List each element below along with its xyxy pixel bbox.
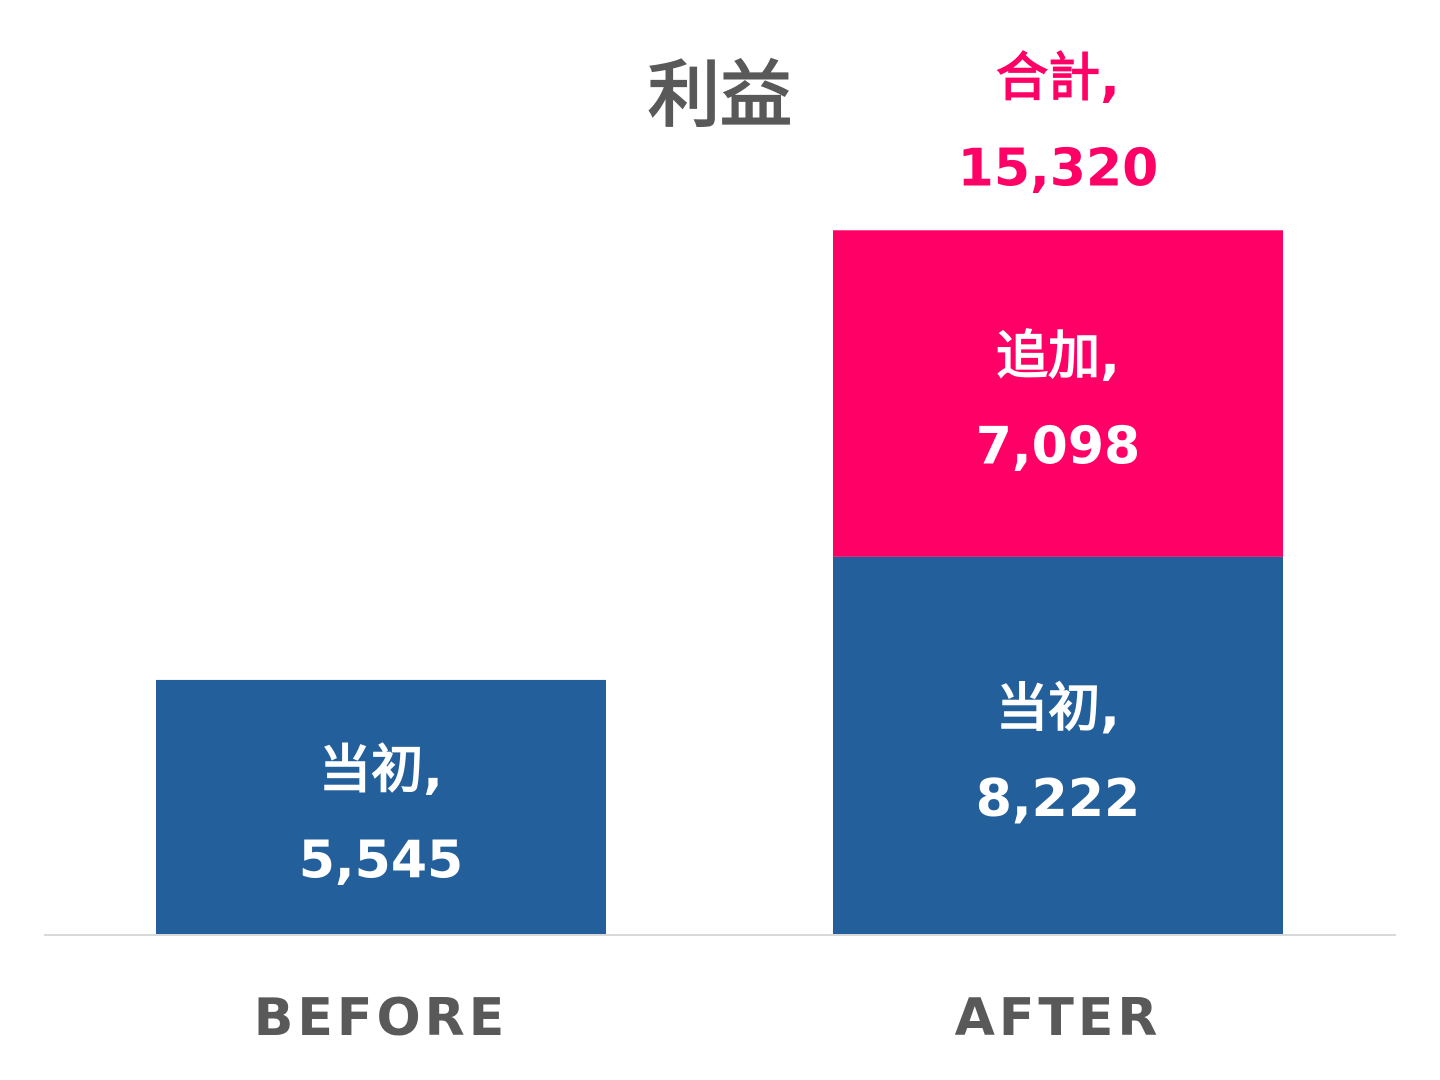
category-label-after: AFTER bbox=[955, 988, 1162, 1048]
segment-name-label: 追加, bbox=[996, 327, 1120, 387]
bar-after-series-1 bbox=[833, 230, 1283, 557]
bar-before-series-0 bbox=[156, 679, 606, 935]
chart-title: 利益 bbox=[648, 53, 792, 137]
labels-group: 当初, 5,545 当初, 8,222 追加, 7,098 合計, 15,320 bbox=[299, 48, 1159, 890]
segment-name-label: 当初, bbox=[996, 679, 1120, 739]
category-label-before: BEFORE bbox=[254, 988, 508, 1048]
bars-group bbox=[156, 230, 1283, 935]
segment-value-label: 8,222 bbox=[976, 769, 1140, 829]
segment-name-label: 当初, bbox=[319, 740, 443, 800]
segment-value-label: 5,545 bbox=[299, 830, 463, 890]
segment-value-label: 7,098 bbox=[976, 417, 1140, 477]
total-name-label: 合計, bbox=[996, 48, 1120, 108]
category-labels: BEFORE AFTER bbox=[254, 988, 1162, 1048]
bar-after-series-0 bbox=[833, 556, 1283, 935]
total-value-label: 15,320 bbox=[958, 138, 1159, 198]
